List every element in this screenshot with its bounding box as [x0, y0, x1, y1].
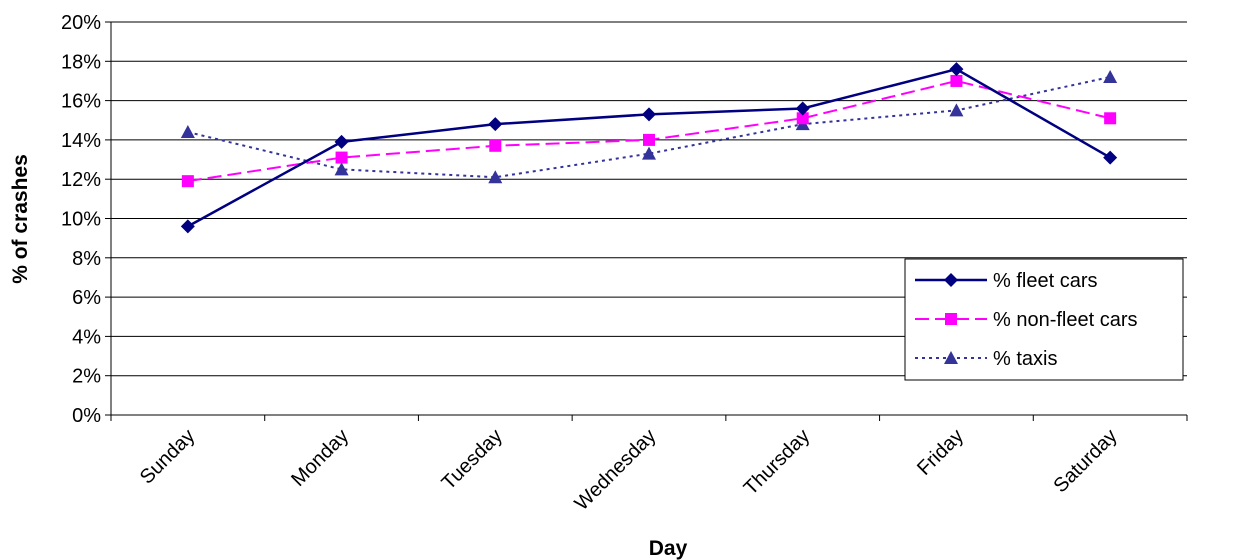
x-tick-label: Friday	[913, 425, 968, 480]
y-tick-label: 20%	[61, 12, 101, 34]
data-point-diamond	[1103, 150, 1118, 165]
data-point-diamond	[642, 107, 656, 122]
data-point-diamond	[180, 219, 195, 234]
x-tick-label: Tuesday	[438, 425, 507, 494]
data-point-diamond	[795, 101, 810, 116]
data-point-triangle	[949, 103, 964, 117]
data-point-diamond	[944, 273, 958, 287]
gridlines	[111, 21, 1187, 377]
x-tick-labels: Sunday Monday Tuesday Wednesday Thursday Frid…	[136, 425, 1122, 515]
legend-item: % fleet cars	[915, 270, 1097, 292]
y-tick-label: 8%	[72, 248, 101, 270]
y-tick-label: 6%	[72, 287, 101, 309]
data-point-diamond	[488, 117, 503, 132]
legend-item: % taxis	[915, 348, 1057, 370]
series-diamond	[180, 62, 1118, 234]
series-square	[181, 74, 1117, 188]
x-tick-label: Saturday	[1050, 425, 1122, 497]
y-tick-label: 0%	[72, 405, 101, 427]
y-tick-labels: 0% 2% 4% 6% 8% 10% 12% 14% 16% 18% 20%	[61, 12, 101, 427]
legend-label: % taxis	[993, 348, 1057, 370]
data-point-square	[1104, 112, 1117, 125]
y-axis-title: % of crashes	[9, 154, 32, 284]
x-tick-label: Sunday	[136, 425, 200, 489]
x-tick-label: Wednesday	[571, 425, 661, 515]
y-tick-label: 18%	[61, 51, 101, 73]
data-point-triangle	[488, 170, 503, 184]
y-tick-label: 16%	[61, 91, 101, 113]
data-point-square	[489, 139, 502, 152]
legend-label: % fleet cars	[993, 270, 1097, 292]
x-tick-label: Thursday	[740, 425, 815, 500]
legend-label: % non-fleet cars	[993, 309, 1138, 331]
series-line	[187, 76, 1111, 179]
data-point-triangle	[1103, 70, 1118, 84]
series-group	[180, 62, 1118, 234]
data-point-square	[335, 151, 348, 164]
series-triangle	[180, 70, 1118, 184]
y-tick-label: 4%	[72, 326, 101, 348]
axes	[105, 21, 1188, 421]
x-axis-title: Day	[649, 537, 688, 560]
data-point-diamond	[949, 62, 964, 77]
legend-item: % non-fleet cars	[915, 309, 1138, 331]
data-point-square	[796, 112, 809, 125]
x-tick-label: Monday	[287, 425, 353, 491]
data-point-triangle	[180, 125, 195, 139]
y-tick-label: 2%	[72, 366, 101, 388]
legend: % fleet cars % non-fleet cars % taxis	[904, 258, 1184, 381]
data-point-square	[643, 133, 655, 146]
y-tick-label: 12%	[61, 169, 101, 191]
data-point-triangle	[642, 146, 656, 160]
y-tick-label: 10%	[61, 209, 101, 231]
data-point-square	[181, 175, 194, 188]
y-tick-label: 14%	[61, 130, 101, 152]
data-point-square	[950, 74, 963, 87]
data-point-diamond	[334, 134, 349, 149]
data-point-triangle	[334, 162, 349, 176]
data-point-square	[945, 313, 957, 325]
data-point-triangle	[944, 351, 958, 364]
